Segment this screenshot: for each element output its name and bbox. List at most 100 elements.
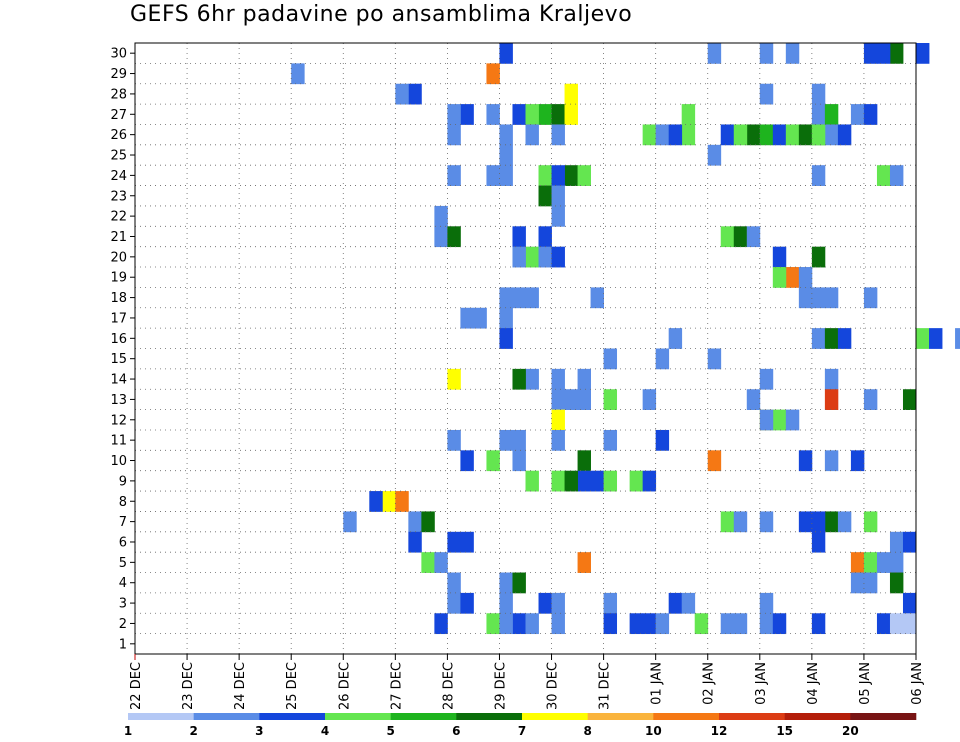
heatmap-cell	[759, 511, 774, 533]
heatmap-cell	[499, 287, 513, 309]
heatmap-cell	[798, 450, 813, 472]
legend-swatch	[587, 713, 654, 720]
heatmap-cell	[486, 165, 500, 186]
heatmap-cell	[824, 124, 839, 146]
heatmap-cell	[759, 43, 774, 64]
x-tick-label: 30 DEC	[546, 662, 561, 710]
heatmap-cell	[551, 185, 565, 207]
heatmap-cell	[525, 287, 539, 309]
heatmap-cell	[577, 389, 591, 410]
heatmap-cell	[551, 409, 565, 431]
heatmap-cell	[759, 83, 774, 105]
heatmap-cell	[837, 511, 852, 533]
heatmap-cell	[720, 124, 735, 146]
heatmap-cell	[564, 104, 578, 125]
heatmap-cell	[850, 104, 865, 125]
heatmap-cell	[655, 613, 670, 635]
heatmap-cell	[772, 409, 787, 431]
heatmap-cell	[538, 165, 552, 186]
chart-title: GEFS 6hr padavine po ansamblima Kraljevo	[130, 2, 633, 27]
heatmap-cell	[837, 124, 852, 146]
x-tick-label: 02 JAN	[702, 662, 717, 705]
color-legend: 1 2 3 4 5 6 7 8 10 12 15 20	[124, 713, 917, 738]
heatmap-cell	[447, 429, 461, 451]
heatmap-cell	[642, 470, 657, 492]
heatmap-cell	[785, 43, 800, 64]
heatmap-cell	[707, 43, 722, 64]
heatmap-cell	[512, 287, 526, 309]
heatmap-cell	[889, 613, 904, 635]
y-tick-label: 11	[110, 434, 127, 449]
heatmap-cell	[473, 307, 487, 329]
heatmap-cell	[798, 124, 813, 146]
heatmap-cell	[408, 531, 422, 553]
heatmap-cells	[291, 43, 960, 635]
x-tick-label: 24 DEC	[233, 662, 248, 710]
heatmap-cell	[551, 470, 565, 492]
heatmap-cell	[629, 470, 644, 492]
heatmap-cell	[863, 552, 878, 573]
heatmap-cell	[863, 104, 878, 125]
heatmap-cell	[447, 226, 461, 248]
y-tick-label: 10	[110, 454, 127, 469]
x-tick-label: 03 JAN	[754, 662, 769, 705]
x-tick-label: 05 JAN	[858, 662, 873, 705]
heatmap-cell	[408, 83, 422, 105]
y-tick-label: 30	[110, 47, 127, 62]
y-tick-label: 18	[110, 291, 127, 306]
x-tick-label: 28 DEC	[441, 662, 456, 710]
heatmap-cell	[590, 470, 604, 492]
x-tick-label: 31 DEC	[598, 662, 613, 710]
heatmap-cell	[798, 267, 813, 288]
heatmap-cell	[720, 226, 735, 248]
heatmap-cell	[746, 226, 761, 248]
y-tick-label: 13	[110, 393, 127, 408]
heatmap-cell	[512, 613, 526, 635]
legend-label: 7	[518, 724, 526, 738]
heatmap-cell	[564, 470, 578, 492]
heatmap-cell	[538, 226, 552, 248]
heatmap-cell	[916, 328, 930, 349]
y-tick-label: 7	[119, 515, 127, 530]
y-tick-label: 14	[110, 373, 127, 388]
heatmap-cell	[811, 83, 826, 105]
heatmap-cell	[525, 613, 539, 635]
legend-label: 2	[189, 724, 197, 738]
heatmap-cell	[499, 328, 513, 349]
heatmap-cell	[785, 267, 800, 288]
legend-label: 8	[583, 724, 591, 738]
heatmap-cell	[916, 43, 930, 64]
heatmap-cell	[434, 613, 448, 635]
heatmap-cell	[512, 226, 526, 248]
heatmap-cell	[369, 491, 383, 512]
heatmap-cell	[759, 409, 774, 431]
heatmap-cell	[395, 491, 409, 512]
heatmap-cell	[343, 511, 357, 533]
heatmap-cell	[824, 328, 839, 349]
heatmap-cell	[642, 389, 657, 410]
heatmap-cell	[525, 104, 539, 125]
heatmap-cell	[408, 511, 422, 533]
heatmap-cell	[603, 470, 618, 492]
heatmap-cell	[577, 470, 591, 492]
plot-grid	[135, 43, 916, 654]
heatmap-cell	[538, 185, 552, 207]
heatmap-cell	[733, 226, 748, 248]
y-tick-label: 24	[110, 169, 127, 184]
heatmap-cell	[551, 246, 565, 268]
y-tick-label: 21	[110, 230, 127, 245]
heatmap-cell	[876, 613, 891, 635]
heatmap-cell	[291, 63, 305, 85]
heatmap-cell	[694, 613, 709, 635]
heatmap-cell	[642, 613, 657, 635]
heatmap-cell	[486, 450, 500, 472]
legend-swatch	[259, 713, 326, 720]
heatmap-cell	[929, 328, 943, 349]
heatmap-cell	[720, 613, 735, 635]
heatmap-cell	[811, 165, 826, 186]
y-axis: 1234567891011121314151617181920212223242…	[110, 47, 135, 652]
heatmap-cell	[746, 389, 761, 410]
heatmap-cell	[551, 592, 565, 614]
y-tick-label: 29	[110, 67, 127, 82]
heatmap-cell	[564, 389, 578, 410]
